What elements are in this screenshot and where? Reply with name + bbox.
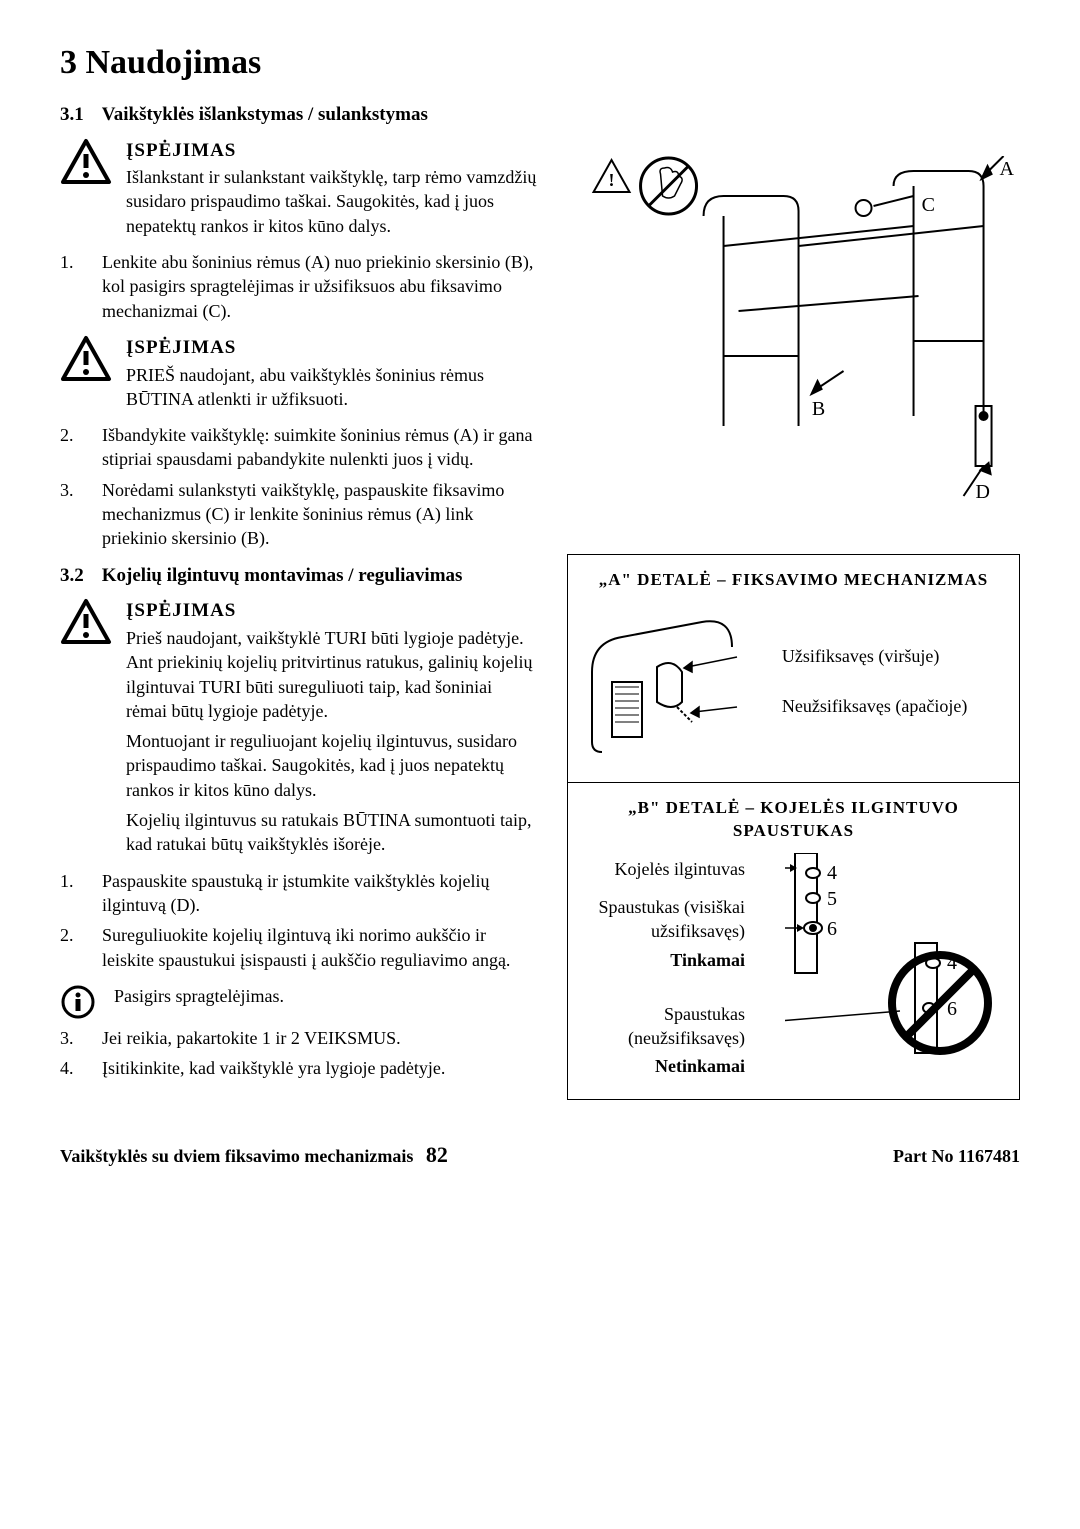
step-text: Sureguliuokite kojelių ilgintuvą iki nor… [102, 923, 537, 972]
detail-b-label-ok: Tinkamai [582, 948, 745, 972]
page-footer: Vaikštyklės su dviem fiksavimo mechanizm… [60, 1140, 1020, 1170]
info-icon [60, 984, 96, 1020]
steps-3-2: 1. Paspauskite spaustuką ir įstumkite va… [60, 869, 537, 972]
warning-icon [60, 138, 112, 186]
step-text: Įsitikinkite, kad vaikštyklė yra lygioje… [102, 1056, 537, 1080]
detail-b-box: „B" DETALĖ – KOJELĖS ILGINTUVO SPAUSTUKA… [567, 783, 1020, 1100]
step-num: 4. [60, 1056, 84, 1080]
section-number: 3.1 [60, 102, 84, 128]
detail-b-svg: 4 5 6 [785, 853, 1005, 1083]
section-number: 3.2 [60, 563, 84, 589]
detail-b-label: Spaustukas (visiškai užsifiksavęs) [582, 895, 745, 944]
warning-text: Prieš naudojant, vaikštyklė TURI būti ly… [126, 626, 537, 723]
warning-text: Kojelių ilgintuvus su ratukais BŪTINA su… [126, 808, 537, 857]
step-num: 2. [60, 423, 84, 472]
svg-text:!: ! [608, 170, 614, 190]
page-title: 3 Naudojimas [60, 40, 1020, 86]
step-num: 3. [60, 478, 84, 551]
detail-b-title: „B" DETALĖ – KOJELĖS ILGINTUVO SPAUSTUKA… [582, 797, 1005, 843]
warning-block-1: ĮSPĖJIMAS Išlankstant ir sulankstant vai… [60, 138, 537, 239]
info-text: Pasigirs spragtelėjimas. [114, 984, 284, 1008]
step-text: Paspauskite spaustuką ir įstumkite vaikš… [102, 869, 537, 918]
warning-text: Montuojant ir reguliuojant kojelių ilgin… [126, 729, 537, 802]
page-number: 82 [426, 1142, 448, 1167]
warning-title: ĮSPĖJIMAS [126, 138, 537, 164]
detail-a-box: „A" DETALĖ – FIKSAVIMO MECHANIZMAS [567, 554, 1020, 783]
hole-num: 4 [827, 862, 837, 884]
step-text: Norėdami sulankstyti vaikštyklę, paspaus… [102, 478, 537, 551]
info-row: Pasigirs spragtelėjimas. [60, 984, 537, 1020]
steps-3-1b: 2. Išbandykite vaikštyklę: suimkite šoni… [60, 423, 537, 550]
right-column: ! [567, 96, 1020, 1100]
footer-left-text: Vaikštyklės su dviem fiksavimo mechanizm… [60, 1146, 413, 1166]
svg-text:6: 6 [947, 998, 957, 1020]
warning-text: Išlankstant ir sulankstant vaikštyklę, t… [126, 165, 537, 238]
steps-3-2b: 3. Jei reikia, pakartokite 1 ir 2 VEIKSM… [60, 1026, 537, 1081]
warning-title: ĮSPĖJIMAS [126, 598, 537, 624]
warning-title: ĮSPĖJIMAS [126, 335, 537, 361]
detail-a-svg [582, 602, 782, 772]
warning-icon [60, 335, 112, 383]
step-text: Lenkite abu šoninius rėmus (A) nuo priek… [102, 250, 537, 323]
footer-part-no: Part No 1167481 [893, 1144, 1020, 1168]
walker-svg: ! [567, 156, 1020, 536]
section-title: Vaikštyklės išlankstymas / sulankstymas [102, 102, 537, 128]
steps-3-1a: 1. Lenkite abu šoninius rėmus (A) nuo pr… [60, 250, 537, 323]
warning-text: PRIEŠ naudojant, abu vaikštyklės šoniniu… [126, 363, 537, 412]
section-3-2-heading: 3.2 Kojelių ilgintuvų montavimas / regul… [60, 563, 537, 589]
hole-num: 6 [827, 918, 837, 940]
step-num: 3. [60, 1026, 84, 1050]
annot-a: A [1000, 156, 1014, 183]
section-title: Kojelių ilgintuvų montavimas / reguliavi… [102, 563, 537, 589]
step-text: Išbandykite vaikštyklę: suimkite šoniniu… [102, 423, 537, 472]
step-num: 2. [60, 923, 84, 972]
detail-b-label: Kojelės ilgintuvas [582, 857, 745, 881]
warning-block-3: ĮSPĖJIMAS Prieš naudojant, vaikštyklė TU… [60, 598, 537, 856]
annot-d: D [976, 479, 990, 506]
warning-block-2: ĮSPĖJIMAS PRIEŠ naudojant, abu vaikštykl… [60, 335, 537, 411]
detail-b-label: Spaustukas (neužsifiksavęs) [582, 1002, 745, 1051]
step-num: 1. [60, 250, 84, 323]
detail-a-title: „A" DETALĖ – FIKSAVIMO MECHANIZMAS [582, 569, 1005, 592]
hole-num: 5 [827, 888, 837, 910]
annot-c: C [922, 192, 935, 219]
section-3-1-heading: 3.1 Vaikštyklės išlankstymas / sulanksty… [60, 102, 537, 128]
detail-a-label1: Užsifiksavęs (viršuje) [782, 644, 939, 668]
warning-icon [60, 598, 112, 646]
annot-b: B [812, 396, 825, 423]
step-text: Jei reikia, pakartokite 1 ir 2 VEIKSMUS. [102, 1026, 537, 1050]
detail-a-label2: Neužsifiksavęs (apačioje) [782, 694, 967, 718]
detail-b-label-bad: Netinkamai [582, 1054, 745, 1078]
step-num: 1. [60, 869, 84, 918]
left-column: 3.1 Vaikštyklės išlankstymas / sulanksty… [60, 96, 537, 1100]
walker-illustration: ! [567, 156, 1020, 536]
